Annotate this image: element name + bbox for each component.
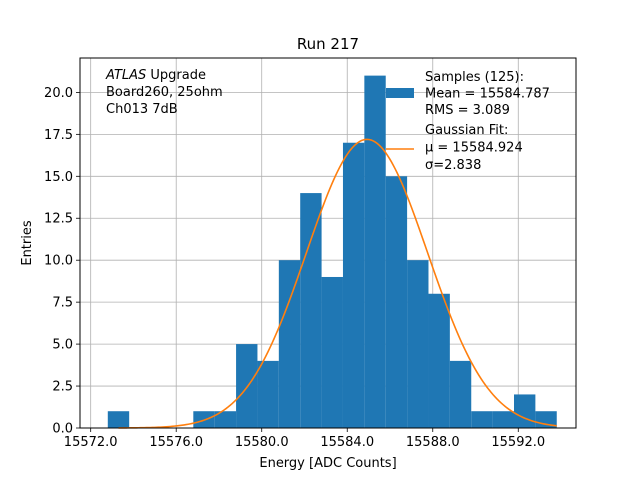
y-tick-label: 12.5 — [44, 212, 73, 227]
y-axis-ticks: 0.0 2.5 5.0 7.5 10.0 12.5 15.0 17.5 20.0 — [44, 86, 80, 437]
plot-frame — [79, 57, 577, 429]
histogram-bar — [428, 293, 450, 428]
histogram-bar — [257, 360, 279, 428]
histogram-bar — [321, 276, 343, 428]
x-tick-label: 15588.0 — [406, 435, 460, 450]
x-tick-label: 15580.0 — [235, 435, 289, 450]
gaussian-fit — [118, 138, 557, 429]
histogram-bar — [342, 142, 365, 428]
y-tick-label: 0.0 — [52, 422, 73, 437]
y-tick-label: 15.0 — [44, 170, 73, 185]
annotation-line: ATLAS Upgrade — [105, 68, 206, 83]
histogram-bar — [492, 411, 514, 428]
histogram-bar — [236, 344, 258, 428]
x-tick-label: 15584.0 — [320, 435, 374, 450]
y-tick-label: 17.5 — [44, 128, 73, 143]
legend-label: μ = 15584.924 — [425, 141, 523, 156]
histogram-bar — [364, 75, 386, 428]
histogram-bar — [278, 260, 301, 428]
legend-label: Mean = 15584.787 — [425, 87, 550, 102]
x-tick-label: 15592.0 — [491, 435, 545, 450]
histogram-bar — [300, 193, 322, 428]
y-tick-label: 20.0 — [44, 86, 73, 101]
annotation-line: Ch013 7dB — [106, 102, 178, 117]
x-axis-ticks: 15572.0 15576.0 15580.0 15584.0 15588.0 15592… — [64, 428, 545, 450]
legend-swatch-samples — [386, 88, 414, 98]
legend-label: Gaussian Fit: — [425, 123, 508, 138]
histogram-bar — [471, 411, 493, 428]
legend-label: σ=2.838 — [425, 158, 481, 173]
legend-label: RMS = 3.089 — [425, 103, 510, 118]
legend-label: Samples (125): — [425, 70, 524, 85]
histogram-bars — [107, 75, 557, 428]
histogram-bar — [514, 394, 536, 428]
x-tick-label: 15576.0 — [149, 435, 203, 450]
x-tick-label: 15572.0 — [64, 435, 118, 450]
gaussian-fit-line — [118, 138, 557, 429]
x-axis-title: Energy [ADC Counts] — [259, 456, 396, 471]
y-tick-label: 10.0 — [44, 254, 73, 269]
histogram-bar — [407, 260, 429, 428]
y-axis-title: Entries — [20, 220, 35, 266]
annotation-line: Board260, 25ohm — [106, 85, 223, 100]
legend: Samples (125): Mean = 15584.787 RMS = 3.… — [386, 70, 550, 173]
histogram-bar — [385, 176, 408, 428]
y-tick-label: 7.5 — [52, 296, 73, 311]
histogram-bar — [214, 411, 237, 428]
chart-title: Run 217 — [297, 35, 359, 53]
y-tick-label: 2.5 — [52, 380, 73, 395]
histogram-bar — [449, 360, 472, 428]
annotation-text: ATLAS Upgrade Board260, 25ohm Ch013 7dB — [105, 68, 223, 117]
y-tick-label: 5.0 — [52, 338, 73, 353]
histogram-bar — [107, 411, 130, 428]
